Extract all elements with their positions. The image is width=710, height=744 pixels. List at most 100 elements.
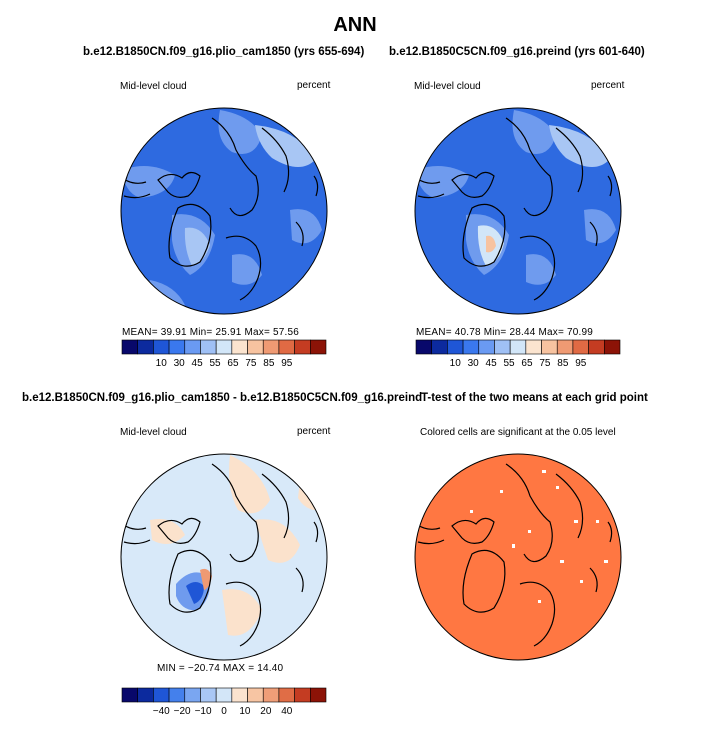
- panel3-colorbar-box: [247, 687, 264, 703]
- panel2-colorbar-box: [525, 339, 542, 355]
- panel3-colorbar-box: [168, 687, 186, 703]
- panel1-colorbar-tick-label: 95: [281, 358, 293, 369]
- panel1-colorbar-box: [168, 339, 186, 355]
- panel1-colorbar-box: [247, 339, 264, 355]
- panel1-colorbar-box: [278, 339, 295, 355]
- panel1-units-label: percent: [297, 80, 331, 91]
- panel2-colorbar-tick-label: 30: [468, 358, 480, 369]
- panel4-nonsignificant-cell: [556, 486, 559, 489]
- panel2-colorbar-box: [462, 339, 480, 355]
- panel3-colorbar-box: [153, 687, 170, 703]
- panel4-nonsignificant-cell: [560, 560, 564, 563]
- panel2-colorbar-tick-label: 45: [486, 358, 498, 369]
- panel4-nonsignificant-cell: [538, 600, 541, 603]
- panel2-coastlines: [415, 117, 613, 301]
- panel1-colorbar-box: [215, 339, 233, 355]
- panel1-colorbar-tick-label: 10: [156, 358, 168, 369]
- panel4-map-border: [414, 453, 622, 661]
- panel1-light-cloud-region: [122, 166, 175, 198]
- panel1-light-cloud-region: [218, 110, 262, 154]
- panel2-colorbar-box: [556, 339, 574, 355]
- panel1-colorbar-box: [231, 339, 248, 355]
- panel1-colorbar-box: [200, 339, 217, 355]
- panel4-nonsignificant-cell: [512, 544, 515, 548]
- panel1-colorbar: 10 30 45 55 65 75 85 95: [121, 339, 327, 369]
- panel3-strong-negative-region: [186, 582, 204, 604]
- panel3-positive-difference-region: [222, 589, 262, 636]
- panel2-colorbar-tick-label: 75: [539, 358, 551, 369]
- panel3-colorbar-tick-label: 10: [239, 706, 251, 717]
- panel3-colorbar: −40 −20 −10 0 10 20 40: [121, 687, 327, 717]
- panel3-units-label: percent: [297, 426, 331, 437]
- panel2-light-cloud-region: [526, 254, 556, 285]
- panel3-positive-difference-region: [229, 455, 270, 514]
- panel2-map-border: [414, 107, 622, 315]
- panel1-stats: MEAN= 39.91 Min= 25.91 Max= 57.56: [122, 327, 299, 338]
- panel3-coastlines: [121, 463, 319, 647]
- panel2-colorbar: 10 30 45 55 65 75 85 95: [415, 339, 621, 369]
- panel4-nonsignificant-cell: [580, 580, 583, 583]
- panel1-colorbar-tick-label: 45: [192, 358, 204, 369]
- panel1-colorbar-box: [262, 339, 280, 355]
- panel4-nonsignificant-cell: [542, 470, 546, 473]
- panel3-colorbar-box: [137, 687, 154, 703]
- panel2-colorbar-tick-label: 85: [557, 358, 569, 369]
- panel1-colorbar-box: [137, 339, 154, 355]
- panel3-colorbar-tick-label: 20: [260, 706, 272, 717]
- page-title: ANN: [333, 14, 377, 36]
- panel2-title: b.e12.B1850C5CN.f09_g16.preind (yrs 601-…: [389, 46, 645, 58]
- panel2-field-label: Mid-level cloud: [414, 81, 481, 92]
- panel3-colorbar-tick-label: 40: [281, 706, 293, 717]
- panel4-nonsignificant-cell: [596, 520, 599, 523]
- panel3-map-background: [121, 454, 327, 660]
- panel3-colorbar-tick-label: −10: [195, 706, 212, 717]
- panel1-colorbar-box: [153, 339, 170, 355]
- panel3-colorbar-box: [215, 687, 233, 703]
- panel2-colorbar-box: [447, 339, 464, 355]
- panel2-colorbar-box: [494, 339, 511, 355]
- panel3-positive-difference-region: [255, 519, 300, 563]
- panel1-colorbar-tick-label: 85: [263, 358, 275, 369]
- panel3-colorbar-box: [121, 687, 138, 703]
- panel3-field-shading: [150, 455, 322, 636]
- panel2-peak-cloud-region: [486, 235, 496, 253]
- panel1-map-border: [120, 107, 328, 315]
- panel4-nonsignificant-cell: [470, 510, 473, 513]
- panel1-colorbar-box: [310, 339, 327, 355]
- panel2-colorbar-box: [541, 339, 558, 355]
- panel2-light-cloud-region: [512, 110, 556, 154]
- panel3-colorbar-box: [231, 687, 248, 703]
- panel4-title: T-test of the two means at each grid poi…: [421, 392, 648, 404]
- panel3-colorbar-box: [184, 687, 201, 703]
- panel1-colorbar-box: [294, 339, 311, 355]
- panel2-stats: MEAN= 40.78 Min= 28.44 Max= 70.99: [416, 327, 593, 338]
- panel1-colorbar-box: [184, 339, 201, 355]
- panel2-map: [414, 107, 622, 315]
- panel3-map: [120, 453, 328, 661]
- panel3-colorbar-tick-label: 0: [221, 706, 227, 717]
- panel1-map: [120, 107, 328, 315]
- panel3-title: b.e12.B1850CN.f09_g16.plio_cam1850 - b.e…: [22, 392, 423, 404]
- panel1-field-label: Mid-level cloud: [120, 81, 187, 92]
- panel1-light-cloud-region: [290, 209, 322, 244]
- panel3-colorbar-box: [294, 687, 311, 703]
- panel2-colorbar-tick-label: 95: [575, 358, 587, 369]
- panel1-light-cloud-region: [232, 254, 262, 285]
- panel2-colorbar-box: [478, 339, 495, 355]
- panel2-colorbar-box: [604, 339, 621, 355]
- panel1-colorbar-tick-label: 75: [245, 358, 257, 369]
- panel3-colorbar-box: [310, 687, 327, 703]
- panel1-colorbar-tick-label: 30: [174, 358, 186, 369]
- panel3-colorbar-box: [278, 687, 295, 703]
- panel3-colorbar-tick-label: −40: [153, 706, 170, 717]
- panel4-map-background: [415, 454, 621, 660]
- panel1-colorbar-tick-label: 55: [209, 358, 221, 369]
- panel4-nonsignificant-cell: [574, 520, 578, 523]
- panel1-colorbar-box: [121, 339, 138, 355]
- panel4-nonsignificant-cell: [500, 490, 503, 493]
- panel2-colorbar-box: [572, 339, 589, 355]
- panel2-colorbar-box: [415, 339, 432, 355]
- panel4-nonsignificant-cells: [470, 470, 608, 603]
- panel3-field-label: Mid-level cloud: [120, 427, 187, 438]
